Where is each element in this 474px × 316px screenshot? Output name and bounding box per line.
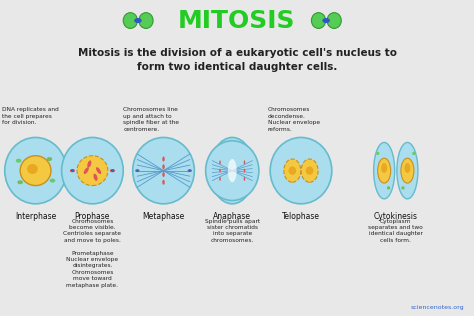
- Text: Cytoplasm
separates and two
identical daughter
cells form.: Cytoplasm separates and two identical da…: [368, 219, 423, 243]
- Ellipse shape: [62, 137, 123, 204]
- Ellipse shape: [162, 164, 165, 169]
- Ellipse shape: [77, 156, 108, 185]
- Text: Cytokinesis: Cytokinesis: [374, 212, 418, 221]
- Ellipse shape: [219, 169, 221, 173]
- Circle shape: [111, 170, 114, 172]
- Ellipse shape: [270, 137, 332, 204]
- Circle shape: [136, 170, 139, 172]
- Ellipse shape: [311, 13, 326, 28]
- Ellipse shape: [50, 179, 55, 183]
- Circle shape: [322, 18, 330, 23]
- Text: MITOSIS: MITOSIS: [178, 9, 296, 33]
- Ellipse shape: [84, 167, 89, 174]
- Ellipse shape: [244, 177, 245, 181]
- Ellipse shape: [87, 161, 91, 167]
- Ellipse shape: [289, 167, 296, 175]
- Ellipse shape: [374, 143, 395, 199]
- Ellipse shape: [404, 163, 410, 173]
- Text: Chromosomes line
up and attach to
spindle fiber at the
centromere.: Chromosomes line up and attach to spindl…: [123, 107, 179, 132]
- Ellipse shape: [397, 143, 418, 199]
- Ellipse shape: [381, 163, 387, 173]
- Ellipse shape: [244, 160, 245, 164]
- Ellipse shape: [93, 174, 98, 181]
- Ellipse shape: [5, 137, 66, 204]
- Circle shape: [70, 169, 75, 172]
- Ellipse shape: [401, 186, 405, 190]
- Ellipse shape: [327, 13, 341, 28]
- Circle shape: [188, 169, 192, 172]
- Ellipse shape: [162, 172, 165, 177]
- Circle shape: [135, 169, 139, 172]
- Ellipse shape: [162, 180, 165, 185]
- Ellipse shape: [162, 156, 165, 161]
- Ellipse shape: [123, 13, 137, 28]
- Text: Metaphase: Metaphase: [142, 212, 185, 221]
- Ellipse shape: [306, 167, 313, 175]
- Ellipse shape: [412, 152, 415, 155]
- Ellipse shape: [206, 141, 259, 200]
- Text: sciencenotes.org: sciencenotes.org: [411, 305, 465, 310]
- Circle shape: [71, 170, 74, 172]
- Ellipse shape: [219, 160, 221, 164]
- Ellipse shape: [244, 169, 245, 173]
- Ellipse shape: [139, 13, 153, 28]
- Ellipse shape: [210, 137, 255, 204]
- Circle shape: [188, 170, 191, 172]
- Ellipse shape: [228, 159, 237, 182]
- Text: Chromosomes
decondense.
Nuclear envelope
reforms.: Chromosomes decondense. Nuclear envelope…: [268, 107, 320, 132]
- Text: Prophase: Prophase: [75, 212, 110, 221]
- Ellipse shape: [219, 177, 221, 181]
- Ellipse shape: [387, 186, 390, 190]
- Ellipse shape: [18, 180, 23, 184]
- Ellipse shape: [401, 158, 414, 183]
- Text: Interphase: Interphase: [15, 212, 56, 221]
- Text: DNA replicates and
the cell prepares
for division.: DNA replicates and the cell prepares for…: [2, 107, 59, 125]
- Ellipse shape: [46, 157, 52, 161]
- Ellipse shape: [301, 159, 318, 182]
- Text: Telophase: Telophase: [282, 212, 320, 221]
- Circle shape: [134, 18, 142, 23]
- Ellipse shape: [16, 159, 21, 163]
- Ellipse shape: [96, 167, 101, 174]
- Ellipse shape: [376, 152, 379, 155]
- Ellipse shape: [27, 164, 38, 174]
- Ellipse shape: [284, 159, 301, 182]
- Ellipse shape: [133, 137, 194, 204]
- Text: Mitosis is the division of a eukaryotic cell's nucleus to
form two identical dau: Mitosis is the division of a eukaryotic …: [78, 48, 396, 72]
- Text: Chromosomes
become visible.
Centrioles separate
and move to poles.

Prometaphase: Chromosomes become visible. Centrioles s…: [64, 219, 121, 288]
- Text: Anaphase: Anaphase: [213, 212, 251, 221]
- Circle shape: [110, 169, 115, 172]
- Ellipse shape: [378, 158, 391, 183]
- Ellipse shape: [20, 156, 51, 185]
- Text: Spindle pulls apart
sister chromatids
into separate
chromosomes.: Spindle pulls apart sister chromatids in…: [205, 219, 260, 243]
